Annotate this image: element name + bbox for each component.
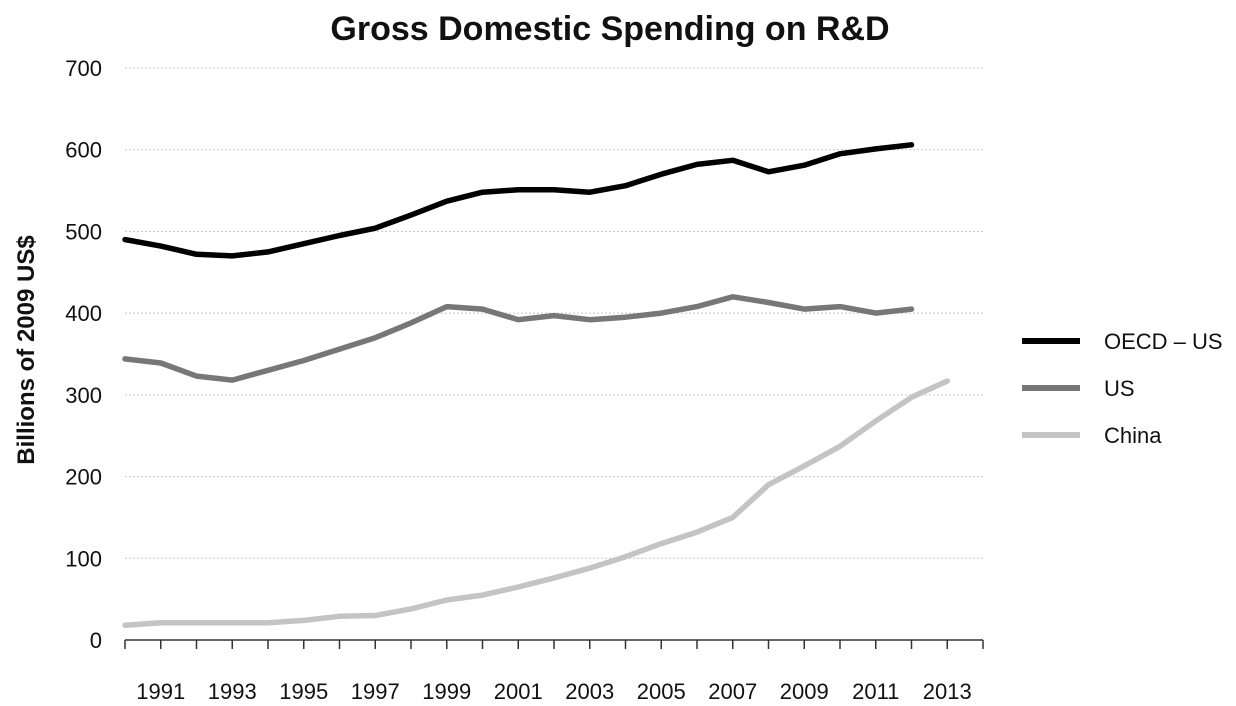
x-tick-label: 2005 xyxy=(637,679,686,704)
x-tick-label: 1991 xyxy=(136,679,185,704)
y-axis-label: Billions of 2009 US$ xyxy=(13,235,40,465)
y-tick-label: 100 xyxy=(65,546,102,571)
series-line-oecd-us xyxy=(122,142,915,259)
legend-label: China xyxy=(1104,423,1162,448)
legend-label: US xyxy=(1104,376,1135,401)
x-tick-label: 1993 xyxy=(208,679,257,704)
series-lines xyxy=(122,142,951,629)
x-tick-label: 1995 xyxy=(279,679,328,704)
series-line-china xyxy=(122,378,951,629)
x-tick-label: 2011 xyxy=(852,679,899,704)
y-tick-label: 300 xyxy=(65,383,102,408)
y-tick-label: 600 xyxy=(65,138,102,163)
y-tick-label: 400 xyxy=(65,301,102,326)
series-line-us xyxy=(122,294,915,383)
x-tick-label: 2007 xyxy=(708,679,757,704)
y-tick-label: 700 xyxy=(65,56,102,81)
x-tick-label: 2003 xyxy=(565,679,614,704)
x-tick-label: 2001 xyxy=(494,679,543,704)
axes: 0 100 200 300 400 500 600 700 1991 1993 1995 1997 19… xyxy=(65,56,984,704)
legend-label: OECD – US xyxy=(1104,329,1223,354)
x-tick-label: 1997 xyxy=(351,679,400,704)
x-tick-label: 1999 xyxy=(422,679,471,704)
legend: OECD – US US China xyxy=(1022,329,1223,448)
chart-title: Gross Domestic Spending on R&D xyxy=(330,10,889,48)
y-tick-label: 200 xyxy=(65,465,102,490)
y-tick-label: 500 xyxy=(65,219,102,244)
x-tick-label: 2013 xyxy=(923,679,972,704)
y-tick-label: 0 xyxy=(90,628,102,653)
x-tick-label: 2009 xyxy=(780,679,829,704)
